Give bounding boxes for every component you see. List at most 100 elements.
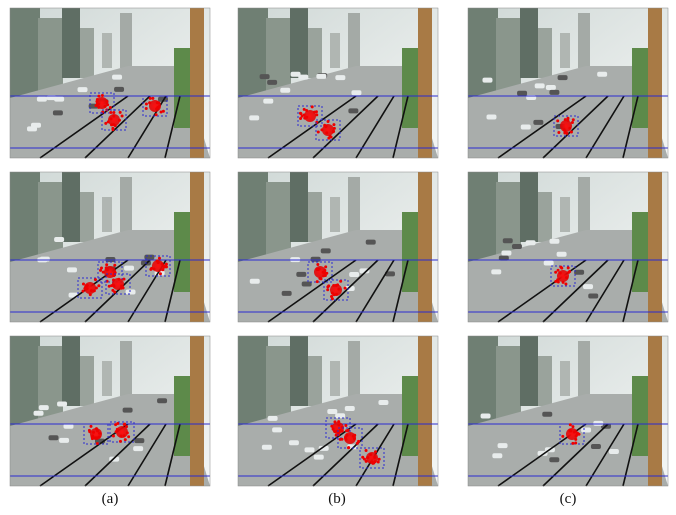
car: [157, 398, 167, 403]
building: [496, 18, 521, 93]
car: [67, 267, 77, 272]
building: [38, 18, 63, 93]
feature-point: [568, 270, 571, 273]
feature-point: [330, 295, 333, 298]
building: [520, 8, 538, 78]
car: [542, 412, 552, 417]
feature-point: [82, 283, 85, 286]
car: [321, 248, 331, 253]
car: [591, 444, 601, 449]
feature-point: [103, 105, 106, 108]
car: [593, 421, 603, 426]
car: [557, 252, 567, 257]
building: [560, 33, 570, 68]
building: [468, 172, 498, 262]
building: [560, 361, 570, 396]
feature-point: [568, 127, 571, 130]
car: [597, 72, 607, 77]
car: [492, 453, 502, 458]
feature-point: [91, 434, 94, 437]
photo-panel: [238, 336, 438, 486]
car: [335, 75, 345, 80]
car: [544, 260, 554, 265]
feature-point: [567, 266, 570, 269]
car: [498, 443, 508, 448]
feature-point: [571, 425, 574, 428]
feature-point: [303, 108, 306, 111]
feature-point: [155, 113, 158, 116]
feature-point: [110, 123, 113, 126]
car: [262, 445, 272, 450]
feature-point: [377, 460, 380, 463]
car: [521, 124, 531, 129]
car: [304, 447, 314, 452]
car: [27, 126, 37, 131]
car: [114, 87, 124, 92]
feature-point: [324, 265, 327, 268]
feature-point: [333, 430, 336, 433]
trees: [402, 48, 418, 128]
photo-panel: [468, 336, 668, 486]
car: [486, 114, 496, 119]
car: [260, 74, 270, 79]
building: [62, 8, 80, 78]
pole: [190, 336, 204, 486]
feature-point: [561, 435, 564, 438]
building: [520, 172, 538, 242]
feature-point: [89, 293, 92, 296]
trees: [632, 48, 648, 128]
building: [238, 8, 268, 98]
feature-point: [145, 107, 148, 110]
pole: [418, 172, 432, 322]
building: [308, 356, 322, 406]
car: [491, 269, 501, 274]
car: [34, 411, 44, 416]
building: [290, 336, 308, 406]
car: [272, 427, 282, 432]
feature-point: [112, 115, 115, 118]
car: [535, 83, 545, 88]
feature-point: [97, 95, 100, 98]
pole: [418, 336, 432, 486]
photo-panel: [10, 172, 210, 322]
trees: [632, 212, 648, 292]
feature-point: [102, 271, 105, 274]
car: [296, 272, 306, 277]
car: [574, 270, 584, 275]
feature-point: [106, 103, 109, 106]
car: [53, 110, 63, 115]
feature-point: [330, 425, 333, 428]
feature-point: [105, 268, 108, 271]
car: [533, 120, 543, 125]
feature-point: [332, 427, 335, 430]
feature-point: [149, 97, 152, 100]
building: [120, 177, 132, 232]
feature-point: [318, 268, 321, 271]
feature-point: [159, 272, 162, 275]
pole: [190, 172, 204, 322]
feature-point: [557, 269, 560, 272]
building: [102, 361, 112, 396]
car: [549, 239, 559, 244]
pole: [648, 8, 662, 158]
feature-point: [568, 429, 571, 432]
feature-point: [335, 293, 338, 296]
feature-point: [125, 425, 128, 428]
building: [468, 336, 498, 426]
building: [308, 28, 322, 78]
feature-point: [112, 279, 115, 282]
car: [291, 72, 301, 77]
building: [102, 197, 112, 232]
car: [267, 80, 277, 85]
feature-point: [557, 281, 560, 284]
feature-point: [566, 117, 569, 120]
photo-panel: [468, 8, 668, 158]
car: [314, 455, 324, 460]
building: [308, 192, 322, 242]
feature-point: [347, 446, 350, 449]
car: [263, 99, 273, 104]
feature-point: [99, 269, 102, 272]
car: [327, 409, 337, 414]
car: [482, 78, 492, 83]
feature-point: [148, 101, 151, 104]
